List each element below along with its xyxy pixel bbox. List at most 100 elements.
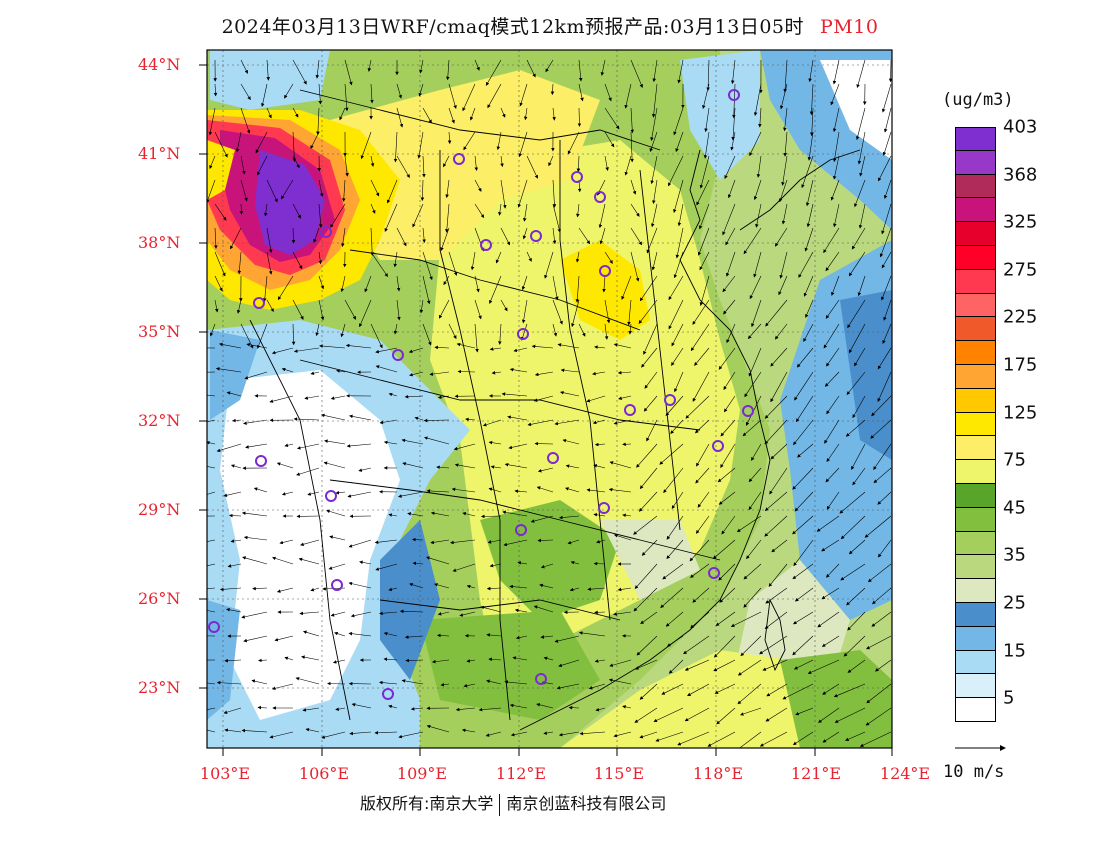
wind-arrow: [608, 487, 632, 493]
wind-arrow: [866, 635, 892, 650]
wind-arrow: [725, 227, 736, 246]
wind-arrow: [407, 512, 424, 517]
wind-arrow: [224, 728, 242, 733]
wind-arrow: [706, 59, 710, 91]
wind-arrow: [488, 487, 502, 493]
wind-arrow: [429, 371, 450, 376]
wind-arrow: [871, 395, 892, 417]
wind-arrow: [426, 724, 450, 733]
wind-arrow: [279, 539, 294, 545]
wind-arrow: [552, 203, 561, 233]
wind-arrow: [635, 659, 658, 670]
wind-arrow: [426, 489, 450, 493]
wind-arrow: [509, 584, 528, 589]
wind-arrow: [818, 707, 840, 723]
wind-arrow: [214, 203, 227, 221]
wind-arrow: [562, 438, 580, 445]
wind-arrow: [219, 342, 242, 349]
wind-arrow: [434, 583, 450, 589]
wind-arrow: [257, 705, 268, 710]
wind-arrow: [370, 155, 375, 167]
wind-arrow: [424, 436, 450, 445]
wind-arrow: [715, 611, 736, 627]
wind-arrow: [543, 731, 554, 735]
wind-arrow: [628, 323, 633, 335]
wind-arrow: [417, 131, 424, 159]
wind-arrow: [666, 515, 684, 540]
wind-arrow: [639, 467, 658, 490]
colorbar-swatch: [955, 127, 996, 151]
wind-arrow: [613, 533, 632, 541]
wind-arrow: [422, 155, 426, 178]
wind-arrow: [315, 59, 320, 79]
wind-arrow: [232, 418, 242, 423]
wind-arrow: [251, 679, 268, 685]
wind-arrow: [822, 731, 840, 743]
wind-arrow: [318, 275, 325, 290]
wind-arrow: [469, 107, 476, 121]
wind-arrow: [330, 395, 346, 400]
wind-arrow: [229, 513, 242, 518]
wind-arrow: [797, 443, 814, 458]
wind-arrow: [207, 441, 216, 445]
wind-arrow: [667, 635, 684, 647]
wind-arrow: [207, 563, 216, 568]
wind-arrow: [554, 635, 580, 643]
wind-arrow: [480, 605, 502, 613]
wind-arrow: [556, 683, 580, 690]
wind-arrow: [540, 635, 554, 639]
city-station-marker: [530, 230, 542, 242]
wind-arrow: [685, 395, 710, 419]
wind-arrow: [670, 419, 684, 435]
wind-arrow: [596, 539, 606, 544]
wind-arrow: [241, 511, 268, 517]
wind-arrow: [456, 342, 476, 349]
wind-arrow: [554, 419, 580, 426]
wind-arrow: [630, 131, 634, 163]
wind-arrow: [328, 563, 346, 570]
lon-label-106: 106°E: [298, 764, 350, 783]
colorbar-label: 5: [1003, 687, 1015, 709]
wind-arrow: [474, 323, 479, 353]
city-station-marker: [480, 239, 492, 251]
wind-arrow: [718, 491, 736, 505]
pollutant-label: PM10: [820, 16, 879, 38]
wind-arrow: [207, 539, 216, 542]
wind-arrow: [639, 275, 658, 302]
wind-arrow: [668, 155, 684, 187]
wind-arrow: [821, 587, 840, 600]
wind-arrow: [724, 155, 736, 179]
wind-arrow: [359, 299, 372, 328]
wind-arrow: [845, 731, 866, 741]
wind-arrow: [291, 323, 296, 346]
wind-arrow: [684, 659, 710, 671]
wind-arrow: [500, 107, 506, 118]
wind-arrow: [240, 155, 246, 175]
wind-arrow: [798, 251, 814, 278]
wind-arrow: [864, 515, 892, 538]
lon-label-103: 103°E: [199, 764, 251, 783]
wind-arrow: [567, 539, 580, 545]
wind-arrow: [269, 731, 294, 739]
wind-arrow: [593, 464, 606, 469]
wind-arrow: [846, 587, 866, 606]
wind-arrow: [291, 227, 296, 244]
wind-arrow: [646, 227, 658, 254]
wind-arrow: [782, 683, 814, 700]
wind-arrow: [604, 323, 609, 340]
wind-arrow: [668, 275, 684, 301]
wind-arrow: [565, 464, 580, 469]
wind-arrow: [216, 680, 242, 685]
wind-arrow: [263, 203, 268, 217]
wind-arrow: [578, 227, 591, 245]
wind-arrow: [742, 419, 762, 437]
wind-arrow: [718, 347, 736, 370]
wind-arrow: [410, 707, 424, 711]
wind-arrow: [650, 203, 658, 228]
wind-arrow: [643, 323, 658, 355]
wind-arrow: [454, 463, 476, 469]
wind-arrow: [453, 443, 476, 451]
wind-arrow: [491, 371, 502, 375]
wind-arrow: [512, 656, 528, 661]
wind-arrow: [430, 511, 450, 517]
